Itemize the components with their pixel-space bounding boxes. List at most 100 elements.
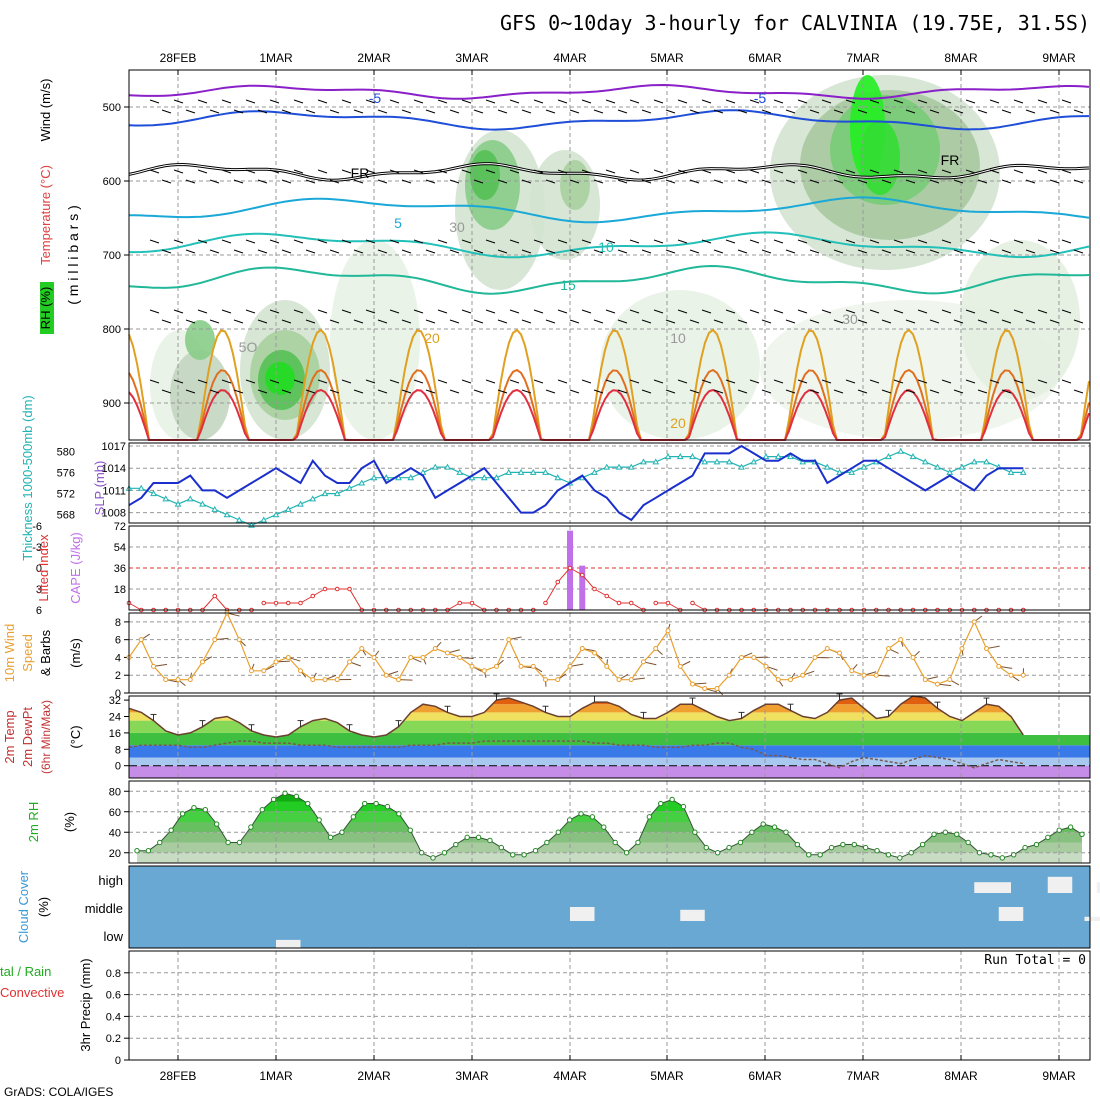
wind-barb: [689, 179, 700, 184]
precip-legend-convective: Convective: [0, 985, 64, 1000]
cloud-cover-block: [1096, 882, 1100, 893]
rh-point: [737, 839, 744, 846]
wind-barb: [209, 319, 220, 324]
date-label-top: 6MAR: [748, 51, 782, 65]
wind-barb: [353, 319, 364, 324]
rh-point: [817, 852, 823, 858]
wind-barb: [221, 239, 232, 244]
wind-barb: [209, 179, 220, 184]
cloud-unit-label: (%): [36, 897, 51, 917]
panel-frame: [128, 865, 1091, 949]
wind-barb: [257, 179, 268, 184]
wind-barb: [569, 319, 580, 324]
rh-point: [407, 827, 413, 833]
wind-barb: [749, 99, 760, 104]
wind-barb: [941, 99, 952, 104]
thickness-point: [689, 453, 696, 460]
wind-barb: [473, 249, 484, 254]
wind-barb: [893, 169, 904, 174]
wind-barb: [797, 99, 808, 104]
wind-barb: [281, 249, 292, 254]
run-total-text: Run Total = 0: [984, 953, 1086, 968]
panel-frame: [128, 69, 1091, 441]
tick-label: 16: [109, 728, 121, 740]
dewpoint-line: [128, 740, 1024, 769]
rh-point: [339, 829, 345, 835]
wind-barb: [233, 249, 244, 254]
wind-barb: [977, 389, 988, 394]
cloud-cover-block: [998, 907, 1024, 921]
wind-barb: [953, 319, 964, 324]
rh-point: [134, 848, 140, 854]
wind-speed-point: [775, 677, 781, 683]
wind-barb: [557, 309, 568, 314]
wind-barb: [1037, 169, 1048, 174]
wind-barb: [845, 169, 856, 174]
wind-speed-point: [334, 677, 340, 683]
rh-axis-label: 2m RH: [26, 802, 41, 842]
wind-barb: [845, 239, 856, 244]
wind-barb: [197, 239, 208, 244]
thickness-point: [615, 463, 623, 470]
precip-panel: 0.8 0.6 0.4 0.2 0 Run Total = 0 tal / Rain Conv…: [0, 950, 1091, 1067]
wind-barb: [245, 169, 256, 174]
tick-label: -6: [32, 521, 42, 533]
thickness-point: [150, 490, 157, 497]
wind-barb: [653, 239, 664, 244]
rh-point: [1079, 831, 1085, 837]
wind-barb: [665, 319, 676, 324]
wind-barb: [557, 239, 568, 244]
wind-barb: [989, 379, 1000, 384]
wind-barb: [845, 309, 856, 314]
cloud-level-label: high: [98, 873, 123, 888]
rh-point: [396, 811, 402, 817]
lifted-index-point: [212, 593, 218, 599]
thickness-point: [603, 463, 611, 470]
wind-barb: [497, 179, 508, 184]
wind-speed-point: [432, 646, 438, 652]
lifted-index-point: [628, 600, 634, 606]
slp-line: [128, 444, 1024, 522]
wind-barb: [905, 109, 916, 114]
rh-panel: 80 60 40 20 2m RH (%): [26, 780, 1091, 864]
wind-barb: [929, 249, 940, 254]
wind-barb: [221, 169, 232, 174]
wind-barb: [197, 309, 208, 314]
tick-label: 1008: [102, 508, 126, 520]
wind-barb: [593, 389, 604, 394]
rh-point: [384, 803, 391, 810]
tick-label: 8: [115, 744, 121, 756]
rh-point: [806, 852, 812, 858]
wind-barb: [161, 249, 172, 254]
wind-barb: [257, 249, 268, 254]
wind-barb: [977, 319, 988, 324]
wind-barb: [665, 179, 676, 184]
lifted-index-point: [469, 600, 475, 606]
lifted-index-point: [616, 600, 622, 606]
wind-barb: [197, 169, 208, 174]
wind-speed-point: [138, 637, 144, 643]
wind-barb: [353, 249, 364, 254]
rh-point: [714, 850, 721, 856]
wind-barb: [1001, 389, 1012, 394]
tick-label: 6: [36, 605, 42, 617]
wind-barb: [557, 379, 568, 384]
wind-barb: [269, 239, 280, 244]
wind-barb: [1025, 179, 1036, 184]
wind-speed-point: [1008, 672, 1014, 678]
lifted-index-point: [567, 565, 573, 571]
tick-label: 72: [114, 521, 126, 533]
rh-point: [578, 811, 584, 817]
lifted-index-point: [285, 600, 291, 606]
tick-label: 1017: [102, 441, 126, 453]
wind-barb: [161, 389, 172, 394]
rh-point: [623, 850, 630, 856]
wind-barb: [917, 309, 928, 314]
thickness-point: [738, 463, 745, 470]
temp-contour-line: [128, 264, 1090, 295]
wind-barb: [881, 109, 892, 114]
tick-label: 2: [115, 670, 121, 682]
wind-speed-point: [383, 672, 389, 678]
wind-barb: [905, 319, 916, 324]
wind-speed-point: [285, 654, 291, 660]
